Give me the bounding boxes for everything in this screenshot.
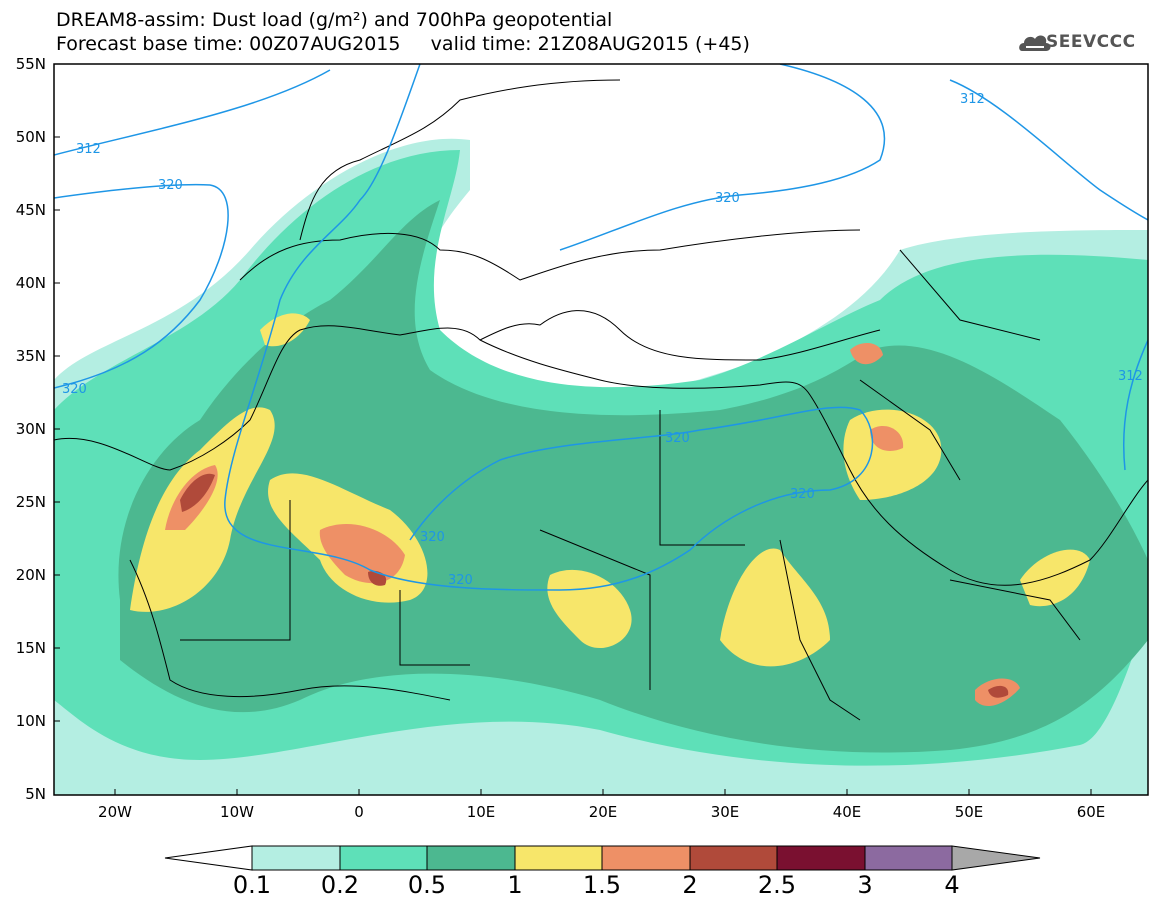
- contour-label: 312: [76, 142, 101, 157]
- lon-label: 60E: [1076, 803, 1106, 821]
- colorbar-label: 4: [944, 871, 960, 899]
- axis-ticks: [54, 136, 1092, 795]
- colorbar-label: 1: [507, 871, 523, 899]
- lat-label: 25N: [15, 493, 46, 511]
- dust-region-1d: [720, 548, 830, 667]
- colorbar-over: [951, 845, 1041, 871]
- lat-label: 15N: [15, 639, 46, 657]
- contour-label: 312: [1118, 369, 1143, 384]
- lat-label: 45N: [15, 201, 46, 219]
- lat-label: 30N: [15, 420, 46, 438]
- dust-region-1.5b: [319, 524, 405, 584]
- country-borders: [54, 79, 1148, 721]
- colorbar-under: [164, 845, 253, 871]
- contour-label: 320: [420, 530, 445, 545]
- dust-region-1f: [1020, 549, 1090, 607]
- dust-region-1.5e: [870, 426, 904, 451]
- map-title: DREAM8-assim: Dust load (g/m²) and 700hP…: [56, 9, 613, 31]
- lon-label: 10W: [220, 803, 254, 821]
- colorbar-bin: [776, 845, 866, 871]
- logo-text: SEEVCCC: [1046, 32, 1136, 52]
- cloud-logo-icon: [1019, 35, 1051, 51]
- colorbar-label: 2: [682, 871, 698, 899]
- colorbar-bin: [514, 845, 603, 871]
- contour-label: 312: [960, 92, 985, 107]
- colorbar-bin: [339, 845, 428, 871]
- lon-label: 10E: [466, 803, 496, 821]
- contour-label: 320: [448, 573, 473, 588]
- lat-label: 10N: [15, 712, 46, 730]
- dust-region-1e: [843, 409, 942, 500]
- contour-label: 320: [790, 487, 815, 502]
- colorbar-label: 0.1: [232, 871, 272, 899]
- colorbar-label: 1.5: [582, 871, 622, 899]
- contour-label: 320: [62, 382, 87, 397]
- dust-region-2: [180, 473, 215, 512]
- lat-label: 55N: [15, 55, 46, 73]
- lon-label: 0: [354, 803, 364, 821]
- colorbar-label: 0.5: [407, 871, 447, 899]
- colorbar-label: 3: [857, 871, 873, 899]
- colorbar-bin: [864, 845, 953, 871]
- dust-region-0.5: [118, 200, 1148, 753]
- lon-label: 20W: [98, 803, 132, 821]
- lat-label: 40N: [15, 274, 46, 292]
- lon-label: 30E: [710, 803, 740, 821]
- map-subtitle: Forecast base time: 00Z07AUG2015 valid t…: [56, 33, 750, 55]
- dust-region-1g: [260, 313, 310, 347]
- colorbar-bin: [426, 845, 516, 871]
- lat-label: 5N: [25, 785, 46, 803]
- lon-label: 20E: [588, 803, 618, 821]
- lat-label: 50N: [15, 128, 46, 146]
- lat-label: 20N: [15, 566, 46, 584]
- colorbar: [164, 845, 1041, 871]
- geopotential-contours: [54, 64, 1148, 591]
- lon-label: 40E: [832, 803, 862, 821]
- contour-label: 320: [665, 431, 690, 446]
- colorbar-bin: [689, 845, 778, 871]
- colorbar-bin: [251, 845, 341, 871]
- contour-label: 320: [158, 178, 183, 193]
- colorbar-bin: [601, 845, 691, 871]
- dust-region-2c: [988, 685, 1009, 698]
- lat-label: 35N: [15, 347, 46, 365]
- colorbar-label: 2.5: [757, 871, 797, 899]
- dust-region-1.5d: [850, 343, 883, 365]
- colorbar-label: 0.2: [320, 871, 360, 899]
- contour-label: 320: [715, 191, 740, 206]
- lon-label: 50E: [954, 803, 984, 821]
